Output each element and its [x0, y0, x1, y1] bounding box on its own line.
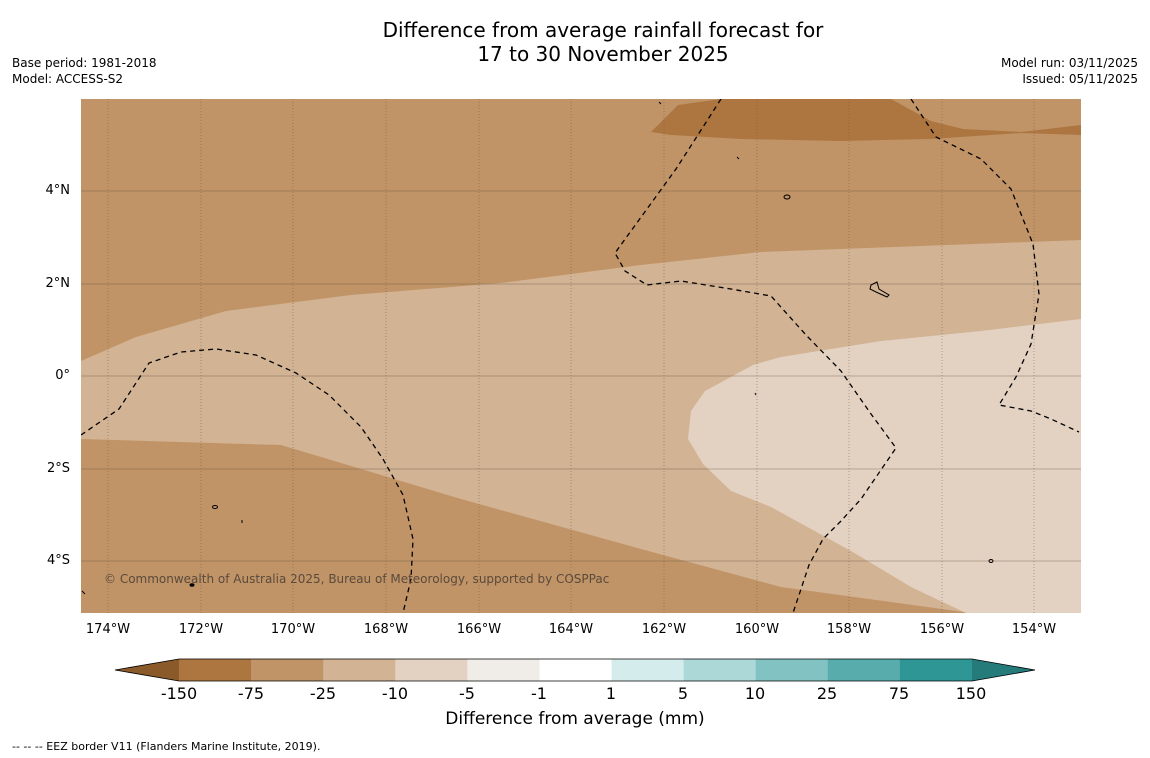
colorbar-segment [323, 659, 396, 681]
colorbar-label: -1 [531, 684, 547, 703]
colorbar-extension-low [115, 659, 179, 681]
model-name: Model: ACCESS-S2 [12, 72, 124, 86]
lon-label: 166°W [456, 622, 502, 637]
issued-date: Issued: 05/11/2025 [1022, 72, 1138, 86]
region-sw [81, 439, 481, 613]
lon-label: 162°W [641, 622, 687, 637]
lon-label: 160°W [734, 622, 780, 637]
lon-label: 174°W [85, 622, 131, 637]
model-run: Model run: 03/11/2025 [1000, 56, 1138, 70]
region-minus150-minus75 [651, 99, 1081, 141]
colorbar-extension-high [972, 659, 1035, 681]
colorbar-segment [395, 659, 468, 681]
colorbar-label: -5 [459, 684, 475, 703]
eez-legend-note: -- -- -- EEZ border V11 (Flanders Marine… [12, 740, 321, 753]
colorbar-label: 150 [955, 684, 987, 703]
base-period: Base period: 1981-2018 [12, 56, 157, 70]
colorbar-label: -150 [160, 684, 198, 703]
colorbar-segment [611, 659, 685, 681]
colorbar-segment [539, 659, 613, 681]
colorbar-segment [179, 659, 252, 681]
lat-label: 0° [55, 368, 70, 383]
colorbar-segment [755, 659, 829, 681]
islands [81, 101, 994, 595]
colorbar-segment [899, 659, 973, 681]
lon-label: 164°W [548, 622, 594, 637]
lat-label: 4°N [45, 183, 71, 198]
copyright-notice: © Commonwealth of Australia 2025, Bureau… [104, 572, 610, 586]
colorbar-label: 1 [605, 684, 617, 703]
lat-label: 2°S [46, 461, 70, 476]
title-line-2: 17 to 30 November 2025 [477, 42, 729, 66]
region-minus10-minus5 [688, 319, 1081, 613]
lon-label: 158°W [826, 622, 872, 637]
colorbar-segment [251, 659, 324, 681]
eez-borders [81, 99, 1080, 613]
colorbar-label: 5 [677, 684, 689, 703]
colorbar-label: -25 [309, 684, 337, 703]
colorbar-label: -75 [237, 684, 265, 703]
lon-label: 172°W [178, 622, 224, 637]
lat-label: 2°N [45, 276, 71, 291]
map-title: Difference from average rainfall forecas… [0, 18, 1150, 66]
meta-left: Base period: 1981-2018 Model: ACCESS-S2 [12, 55, 157, 87]
meta-right: Model run: 03/11/2025 Issued: 05/11/2025 [1001, 55, 1138, 87]
lon-label: 154°W [1011, 622, 1057, 637]
colorbar-label: 75 [888, 684, 910, 703]
colorbar-label: 10 [744, 684, 766, 703]
colorbar-title: Difference from average (mm) [445, 709, 705, 729]
lon-label: 156°W [919, 622, 965, 637]
colorbar-label: 25 [816, 684, 838, 703]
lon-label: 168°W [363, 622, 409, 637]
colorbar-segment [827, 659, 901, 681]
graticule [81, 99, 1081, 613]
lat-label: 4°S [46, 553, 70, 568]
colorbar [114, 658, 1036, 682]
colorbar-label: -10 [381, 684, 409, 703]
map-area [81, 99, 1081, 613]
colorbar-segment [683, 659, 757, 681]
lon-label: 170°W [270, 622, 316, 637]
title-line-1: Difference from average rainfall forecas… [382, 18, 824, 42]
colorbar-segment [467, 659, 540, 681]
